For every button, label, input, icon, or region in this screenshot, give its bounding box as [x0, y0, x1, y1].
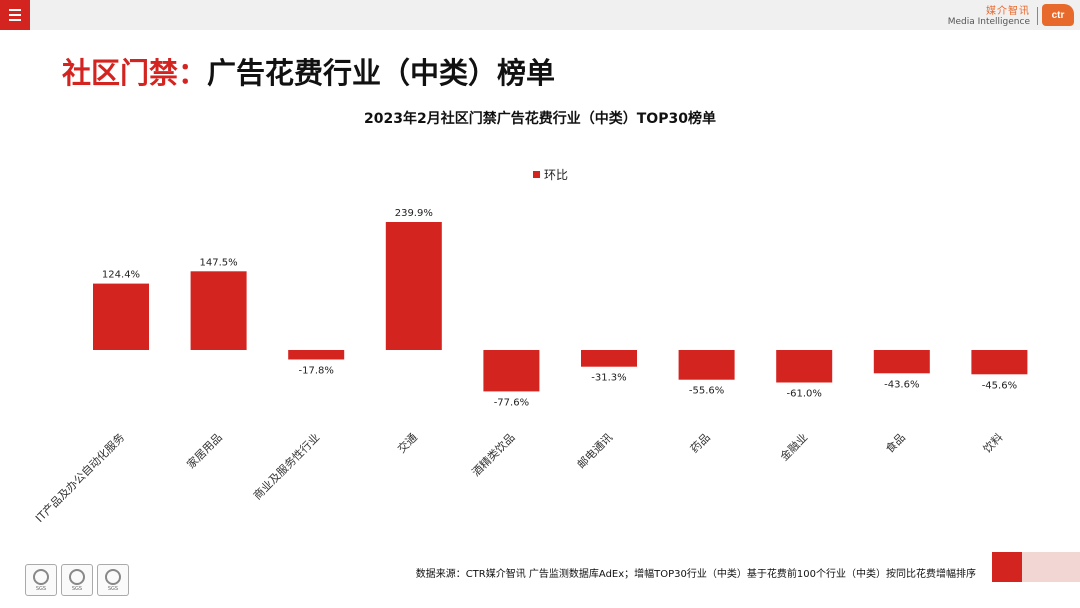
category-label: 商业及服务性行业	[250, 430, 322, 502]
data-label: -61.0%	[787, 389, 822, 400]
chart-legend: 环比	[533, 166, 568, 183]
footer-red-block	[992, 552, 1022, 582]
certification-badges: SGS SGS SGS	[25, 564, 129, 596]
brand-name-en: Media Intelligence	[947, 17, 1030, 27]
data-label: -43.6%	[884, 379, 919, 390]
data-label: -45.6%	[982, 380, 1017, 391]
top-bar: 媒介智讯 Media Intelligence ctr	[0, 0, 1080, 30]
sgs-badge-icon	[69, 568, 85, 585]
category-label: 药品	[688, 431, 713, 456]
bar	[288, 350, 345, 360]
bar	[93, 283, 149, 350]
data-label: 124.4%	[102, 270, 140, 281]
chart-title: 2023年2月社区门禁广告花费行业（中类）TOP30榜单	[364, 111, 716, 127]
page-title-main: 广告花费行业（中类）榜单	[207, 56, 556, 90]
brand-divider	[1037, 7, 1038, 25]
source-note: 数据来源：CTR媒介智讯 广告监测数据库AdEx；增幅TOP30行业（中类）基于…	[415, 569, 976, 580]
legend-label: 环比	[544, 168, 569, 182]
page-title-accent: 社区门禁：	[62, 56, 208, 90]
data-label: 147.5%	[200, 257, 238, 268]
menu-icon-line	[9, 19, 21, 21]
data-label: -77.6%	[494, 397, 529, 408]
sgs-badge: SGS	[97, 564, 129, 596]
bar	[483, 350, 540, 392]
bar	[971, 350, 1028, 375]
category-label: 金融业	[777, 430, 810, 463]
category-label: 饮料	[980, 430, 1005, 455]
category-label: 食品	[882, 430, 907, 455]
legend-swatch	[533, 171, 540, 178]
bar	[873, 350, 930, 374]
bar	[678, 350, 735, 380]
sgs-badge-icon	[33, 568, 49, 585]
sgs-badge: SGS	[25, 564, 57, 596]
sgs-badge-icon	[105, 568, 121, 585]
brand-name-cn: 媒介智讯	[986, 6, 1030, 17]
data-label: -31.3%	[591, 373, 626, 384]
sgs-badge: SGS	[61, 564, 93, 596]
bar	[776, 350, 833, 383]
category-label: 交通	[394, 430, 419, 455]
brand-text: 媒介智讯 Media Intelligence	[948, 6, 1030, 28]
category-label: 家居用品	[184, 430, 225, 471]
menu-icon-line	[9, 14, 21, 16]
category-label: IT产品及办公自动化服务	[32, 430, 127, 525]
ctr-logo: ctr	[1042, 4, 1074, 26]
menu-icon-line	[9, 9, 21, 11]
category-label: 酒精类饮品	[469, 430, 518, 479]
menu-button[interactable]	[0, 0, 30, 30]
data-label: 239.9%	[395, 208, 433, 219]
bar	[190, 271, 247, 350]
bar	[581, 350, 637, 367]
category-label: 邮电通讯	[575, 431, 615, 471]
page-title: 社区门禁：广告花费行业（中类）榜单	[62, 50, 555, 92]
data-label: -55.6%	[689, 386, 724, 397]
data-label: -17.8%	[299, 365, 334, 376]
bar	[385, 222, 442, 350]
